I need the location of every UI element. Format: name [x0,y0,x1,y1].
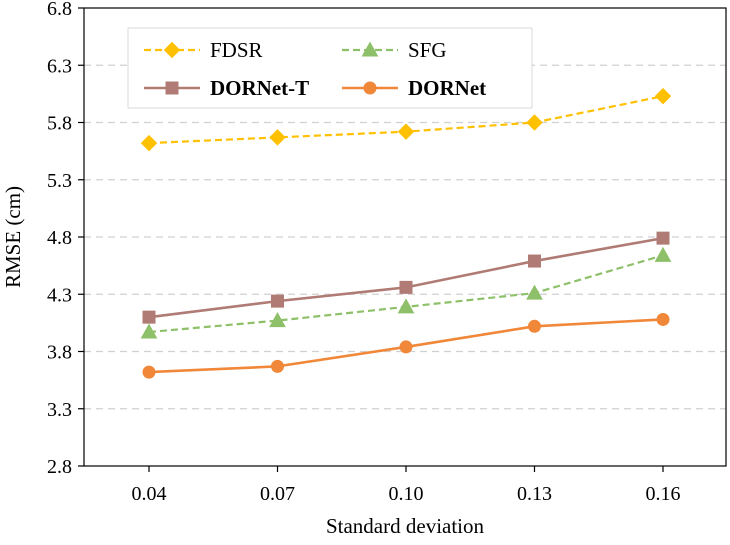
x-axis-title: Standard deviation [326,514,485,538]
y-axis-title: RMSE (cm) [1,186,25,288]
data-point-dornet-t [142,310,156,324]
y-tick-label: 6.3 [47,55,72,77]
legend-marker-dornet-t [165,81,179,95]
data-point-fdsr [269,129,286,146]
legend-item-dornet: DORNet [342,76,486,100]
legend-label-sfg: SFG [408,38,447,62]
y-axis-ticks: 2.8 3.3 3.8 4.3 4.8 5.3 5.8 6.3 6.8 [47,0,84,478]
x-axis-ticks: 0.04 0.07 0.10 0.13 0.16 [132,466,681,505]
y-tick-label: 3.3 [47,399,72,421]
data-point-fdsr [526,114,543,131]
y-tick-label: 4.3 [47,284,72,306]
legend-item-fdsr: FDSR [144,38,263,62]
series-lines [140,87,672,379]
x-tick-label: 0.16 [646,483,681,505]
y-tick-label: 6.8 [47,0,72,20]
gridlines [84,64,726,410]
data-point-fdsr [140,134,158,152]
series-dornet-t [142,231,670,324]
series-fdsr [140,87,672,152]
legend-marker-fdsr [163,41,181,59]
y-tick-label: 3.8 [47,342,72,364]
data-point-sfg [140,323,158,339]
data-point-dornet [271,359,284,373]
data-point-dornet-t [528,254,541,268]
legend-item-dornet-t: DORNet-T [144,76,309,100]
legend: FDSR SFG DORNet-T DORNet [127,27,533,109]
data-point-sfg [397,298,415,314]
y-tick-label: 4.8 [47,227,72,249]
y-tick-label: 2.8 [47,456,72,478]
data-point-dornet-t [399,280,413,294]
series-dornet [142,312,670,379]
data-point-dornet-t [271,294,284,308]
data-point-dornet [142,365,156,379]
series-sfg [140,246,672,339]
y-tick-label: 5.8 [47,113,72,135]
legend-label-fdsr: FDSR [210,38,263,62]
data-point-dornet-t [656,231,670,245]
data-point-dornet [656,312,670,326]
x-tick-label: 0.13 [517,483,552,505]
legend-marker-sfg [361,41,379,57]
x-tick-label: 0.04 [132,483,167,505]
data-point-dornet [528,319,541,333]
data-point-dornet [399,340,413,354]
legend-label-dornet-t: DORNet-T [210,76,309,100]
legend-item-sfg: SFG [342,38,447,62]
data-point-sfg [526,284,543,300]
x-tick-label: 0.10 [389,483,424,505]
data-point-fdsr [654,87,672,105]
data-point-fdsr [397,123,415,140]
legend-label-dornet: DORNet [408,76,486,100]
legend-marker-dornet [363,81,377,95]
x-tick-label: 0.07 [260,483,295,505]
data-point-sfg [269,312,286,328]
data-point-sfg [654,246,672,262]
legend-box [127,27,533,109]
y-tick-label: 5.3 [47,170,72,192]
